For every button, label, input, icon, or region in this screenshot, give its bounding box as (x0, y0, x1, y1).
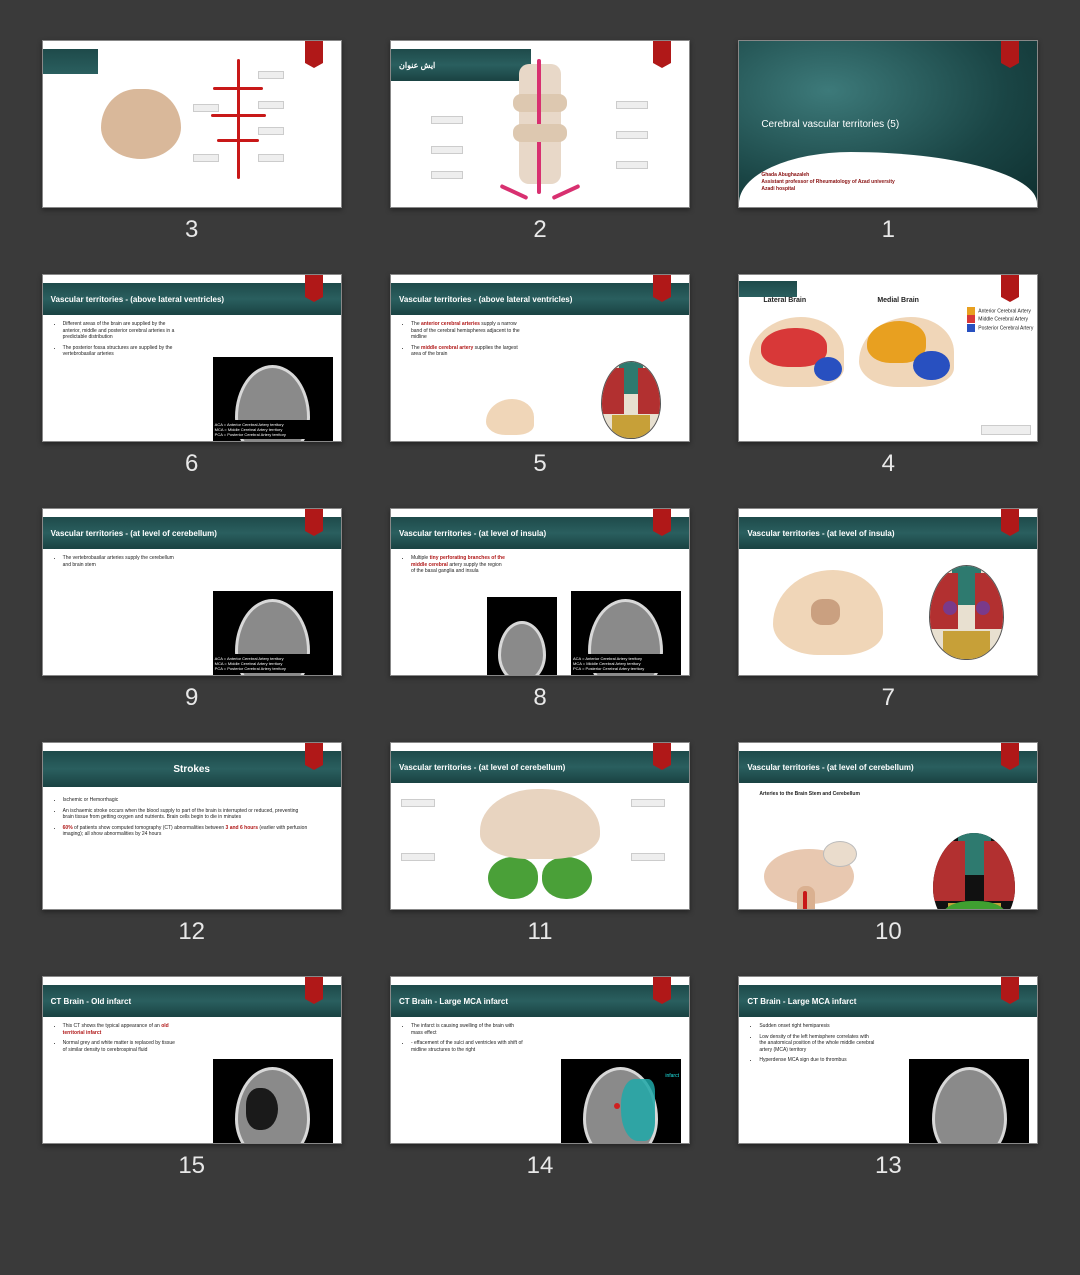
slide-title: Vascular territories - (at level of insu… (739, 517, 1037, 549)
slide-content: Vascular territories - (at level of cere… (738, 742, 1038, 910)
slide-thumbnail[interactable]: Vascular territories - (at level of cere… (727, 742, 1050, 946)
slide-number: 3 (185, 216, 198, 244)
slide-number: 9 (185, 684, 198, 712)
ribbon-marker (653, 275, 671, 297)
bullet-text: This CT shows the typical appearance of … (63, 1023, 178, 1036)
slide-thumbnail[interactable]: CT Brain - Large MCA infarct The infarct … (378, 976, 701, 1180)
slide-title: Vascular territories - (above lateral ve… (43, 283, 341, 315)
slide-content: Cerebral vascular territories (5) Ghada A… (738, 40, 1038, 208)
ct-scan-image (909, 1059, 1029, 1144)
bullet-text: The posterior fossa structures are suppl… (63, 345, 178, 358)
slide-thumbnail[interactable]: Vascular territories - (at level of insu… (727, 508, 1050, 712)
slide-thumbnail[interactable]: Vascular territories - (at level of cere… (378, 742, 701, 946)
author-info: Ghada AbughazalehAssistant professor of … (761, 172, 894, 193)
ribbon-marker (305, 977, 323, 999)
slide-number: 5 (533, 450, 546, 478)
slide-content: Vascular territories - (at level of cere… (42, 508, 342, 676)
ct-scan-image: infarct (561, 1059, 681, 1144)
slide-thumbnail[interactable]: CT Brain - Large MCA infarct Sudden onset… (727, 976, 1050, 1180)
slide-thumbnail[interactable]: Vascular territories - (at level of cere… (30, 508, 353, 712)
slide-title: CT Brain - Large MCA infarct (739, 985, 1037, 1017)
bullet-text: Different areas of the brain are supplie… (63, 321, 178, 341)
slide-content: ایش عنوان (390, 40, 690, 208)
slide-number: 1 (882, 216, 895, 244)
slide-content: CT Brain - Old infarct This CT shows the … (42, 976, 342, 1144)
slide-content: Lateral BrainMedial BrainAnterior Cerebr… (738, 274, 1038, 442)
slide-content: Vascular territories - (at level of insu… (738, 508, 1038, 676)
slide-number: 12 (178, 918, 205, 946)
bullet-text: The vertebrobasilar arteries supply the … (63, 555, 178, 568)
slide-title: Strokes (43, 751, 341, 787)
ribbon-marker (305, 743, 323, 765)
slide-number: 13 (875, 1152, 902, 1180)
slide-number: 14 (527, 1152, 554, 1180)
image-caption: ACA = Anterior Cerebral Artery territory… (213, 654, 333, 673)
presentation-title: Cerebral vascular territories (5) (761, 119, 899, 130)
slide-number: 4 (882, 450, 895, 478)
slide-number: 15 (178, 1152, 205, 1180)
slide-thumbnail[interactable]: Vascular territories - (above lateral ve… (378, 274, 701, 478)
ct-scan-image (213, 1059, 333, 1144)
ribbon-marker (305, 509, 323, 531)
slide-thumbnail[interactable]: StrokesIschemic or HemorrhagicAn ischaem… (30, 742, 353, 946)
slide-content: Vascular territories - (above lateral ve… (42, 274, 342, 442)
ribbon-marker (1001, 275, 1019, 297)
slide-number: 2 (533, 216, 546, 244)
slide-thumbnail[interactable]: CT Brain - Old infarct This CT shows the … (30, 976, 353, 1180)
legend: Anterior Cerebral ArteryMiddle Cerebral … (967, 307, 1033, 332)
bullet-text: Low density of the left hemisphere corre… (759, 1034, 874, 1054)
slide-content (42, 40, 342, 208)
slide-thumbnail[interactable]: Vascular territories - (at level of insu… (378, 508, 701, 712)
slide-content: CT Brain - Large MCA infarct The infarct … (390, 976, 690, 1144)
ribbon-marker (653, 41, 671, 63)
slide-thumbnail[interactable]: Vascular territories - (above lateral ve… (30, 274, 353, 478)
slide-number: 8 (533, 684, 546, 712)
slide-number: 6 (185, 450, 198, 478)
territory-diagram (601, 361, 661, 439)
slide-thumbnail[interactable]: 3 (30, 40, 353, 244)
ribbon-marker (1001, 509, 1019, 531)
image-caption: ACA = Anterior Cerebral Artery territory… (213, 420, 333, 439)
ribbon-marker (653, 743, 671, 765)
bullet-text: Normal grey and white matter is replaced… (63, 1040, 178, 1053)
ribbon-marker (305, 41, 323, 63)
slide-content: Vascular territories - (above lateral ve… (390, 274, 690, 442)
slide-title: CT Brain - Large MCA infarct (391, 985, 689, 1017)
slide-title: Vascular territories - (at level of cere… (391, 751, 689, 783)
ribbon-marker (653, 509, 671, 531)
slide-content: Vascular territories - (at level of cere… (390, 742, 690, 910)
slide-content: StrokesIschemic or HemorrhagicAn ischaem… (42, 742, 342, 910)
ribbon-marker (305, 275, 323, 297)
bullet-text: Hyperdense MCA sign due to thrombus (759, 1057, 874, 1064)
slide-title: Vascular territories - (at level of cere… (43, 517, 341, 549)
bullet-text: The infarct is causing swelling of the b… (411, 1023, 526, 1036)
slide-title: CT Brain - Old infarct (43, 985, 341, 1017)
slide-thumbnail[interactable]: ایش عنوان 2 (378, 40, 701, 244)
ribbon-marker (653, 977, 671, 999)
slide-title: Vascular territories - (at level of cere… (739, 751, 1037, 783)
slide-title: Vascular territories - (at level of insu… (391, 517, 689, 549)
slide-number: 11 (528, 918, 553, 946)
ribbon-marker (1001, 41, 1019, 63)
slide-thumbnail[interactable]: Lateral BrainMedial BrainAnterior Cerebr… (727, 274, 1050, 478)
slide-number: 7 (882, 684, 895, 712)
bullet-text: - effacement of the sulci and ventricles… (411, 1040, 526, 1053)
slide-content: Vascular territories - (at level of insu… (390, 508, 690, 676)
ribbon-marker (1001, 743, 1019, 765)
slide-title: Vascular territories - (above lateral ve… (391, 283, 689, 315)
bullet-text: Sudden onset right hemiparesis (759, 1023, 874, 1030)
slide-thumbnail[interactable]: Cerebral vascular territories (5) Ghada A… (727, 40, 1050, 244)
slide-number: 10 (875, 918, 902, 946)
slide-content: CT Brain - Large MCA infarct Sudden onset… (738, 976, 1038, 1144)
ribbon-marker (1001, 977, 1019, 999)
